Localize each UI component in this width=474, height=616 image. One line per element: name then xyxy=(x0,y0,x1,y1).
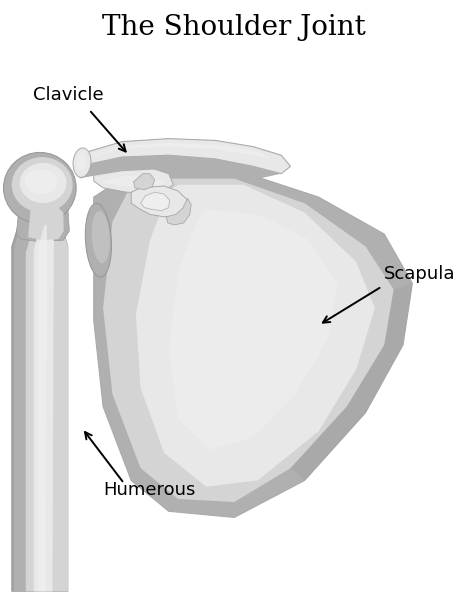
Ellipse shape xyxy=(76,152,86,171)
Text: Scapula: Scapula xyxy=(384,265,456,283)
Polygon shape xyxy=(12,216,22,591)
Polygon shape xyxy=(134,174,155,190)
Ellipse shape xyxy=(20,163,66,203)
Text: Clavicle: Clavicle xyxy=(33,86,103,105)
Polygon shape xyxy=(131,186,187,217)
Polygon shape xyxy=(169,209,337,450)
Polygon shape xyxy=(26,213,68,591)
Polygon shape xyxy=(103,179,393,502)
Polygon shape xyxy=(17,191,69,241)
Polygon shape xyxy=(94,143,272,158)
Polygon shape xyxy=(12,197,68,591)
Polygon shape xyxy=(28,198,64,240)
Polygon shape xyxy=(94,163,412,517)
Ellipse shape xyxy=(12,157,73,213)
Polygon shape xyxy=(103,176,164,188)
Polygon shape xyxy=(136,185,375,487)
Polygon shape xyxy=(38,225,47,591)
Ellipse shape xyxy=(3,153,76,224)
Text: Humerous: Humerous xyxy=(103,480,195,499)
Polygon shape xyxy=(80,155,281,180)
Text: The Shoulder Joint: The Shoulder Joint xyxy=(102,14,366,41)
Ellipse shape xyxy=(73,148,91,177)
Ellipse shape xyxy=(91,211,110,263)
Polygon shape xyxy=(34,217,54,591)
Polygon shape xyxy=(141,192,170,211)
Polygon shape xyxy=(94,166,173,194)
Polygon shape xyxy=(291,283,412,480)
Polygon shape xyxy=(166,198,191,225)
Ellipse shape xyxy=(25,169,58,194)
Polygon shape xyxy=(80,139,291,174)
Ellipse shape xyxy=(85,203,111,277)
